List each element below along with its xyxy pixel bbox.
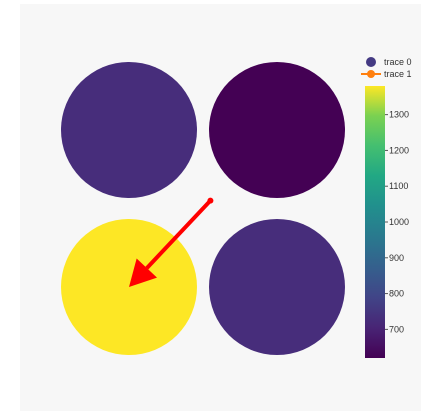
colorbar-tick-label-1000: 1000: [389, 217, 409, 227]
legend-symbol-trace-1: [367, 70, 375, 78]
marker-point-3[interactable]: [209, 219, 345, 355]
colorbar: 700 800 900 1000 1100 1200 1300: [365, 86, 409, 358]
colorbar-tick-label-1200: 1200: [389, 145, 409, 155]
marker-point-0[interactable]: [61, 62, 197, 198]
colorbar-tick-label-700: 700: [389, 324, 404, 334]
legend: trace 0 trace 1: [361, 57, 412, 79]
plot-panel: [20, 4, 421, 411]
marker-point-1[interactable]: [209, 62, 345, 198]
colorbar-tick-label-800: 800: [389, 289, 404, 299]
colorbar-tick-label-900: 900: [389, 253, 404, 263]
legend-item-trace-0[interactable]: trace 0: [366, 57, 412, 67]
colorbar-ticks: 700 800 900 1000 1100 1200 1300: [385, 110, 409, 334]
trace-1-start-point[interactable]: [207, 197, 214, 204]
colorbar-gradient: [365, 86, 385, 358]
legend-symbol-trace-0: [366, 57, 376, 67]
legend-item-trace-1[interactable]: trace 1: [361, 69, 412, 79]
trace-1-arrowhead: [129, 258, 158, 287]
legend-label-trace-1: trace 1: [384, 69, 412, 79]
trace-1-layer: [129, 197, 214, 287]
colorbar-tick-label-1300: 1300: [389, 110, 409, 120]
legend-label-trace-0: trace 0: [384, 57, 412, 67]
trace-1-line[interactable]: [145, 199, 212, 270]
colorbar-tick-label-1100: 1100: [389, 181, 408, 191]
